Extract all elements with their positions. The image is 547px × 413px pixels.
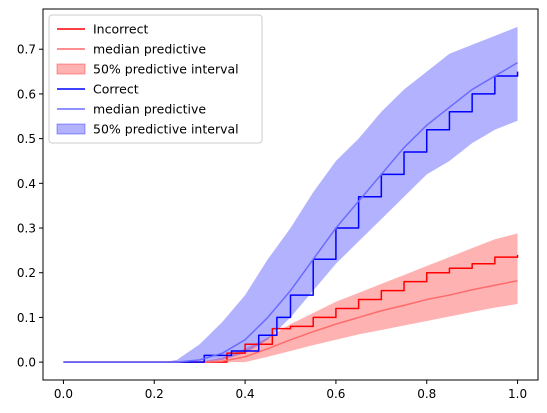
legend-swatch (56, 123, 86, 135)
legend-swatch (56, 63, 86, 75)
empirical-line-3 (63, 71, 519, 363)
legend-label: Incorrect (93, 22, 148, 37)
median-line-1 (63, 280, 518, 363)
x-axis: 0.0 0.2 0.4 0.6 0.8 1.0 (54, 380, 527, 401)
legend-label: 50% predictive interval (93, 122, 239, 137)
x-tick-label: 0.8 (417, 387, 436, 401)
y-tick-label: 0.0 (17, 356, 36, 370)
median-line-4 (63, 61, 518, 363)
x-tick-label: 0.0 (54, 387, 73, 401)
y-tick-label: 0.7 (17, 43, 36, 57)
legend-label: Correct (93, 82, 139, 97)
y-tick-label: 0.2 (17, 266, 36, 280)
y-tick-label: 0.5 (17, 132, 36, 146)
interval-band-2 (63, 233, 518, 363)
x-tick-label: 1.0 (508, 387, 527, 401)
series-lines (63, 61, 519, 363)
y-tick-label: 0.3 (17, 222, 36, 236)
axes-frame (42, 8, 539, 381)
x-tick-label: 0.6 (326, 387, 345, 401)
legend-label: median predictive (93, 102, 206, 117)
y-tick-label: 0.6 (17, 87, 36, 101)
interval-band-5 (63, 26, 518, 363)
y-axis: 0.0 0.1 0.2 0.3 0.4 0.5 0.6 0.7 (17, 43, 43, 370)
interval-bands (63, 26, 518, 363)
y-tick-label: 0.4 (17, 177, 36, 191)
legend: Incorrect median predictive 50% predictive… (48, 14, 263, 144)
x-tick-label: 0.2 (145, 387, 164, 401)
legend-label: median predictive (93, 42, 206, 57)
legend-box (48, 14, 263, 144)
legend-label: 50% predictive interval (93, 62, 239, 77)
y-tick-label: 0.1 (17, 311, 36, 325)
x-tick-label: 0.4 (236, 387, 255, 401)
empirical-line-0 (63, 254, 519, 363)
